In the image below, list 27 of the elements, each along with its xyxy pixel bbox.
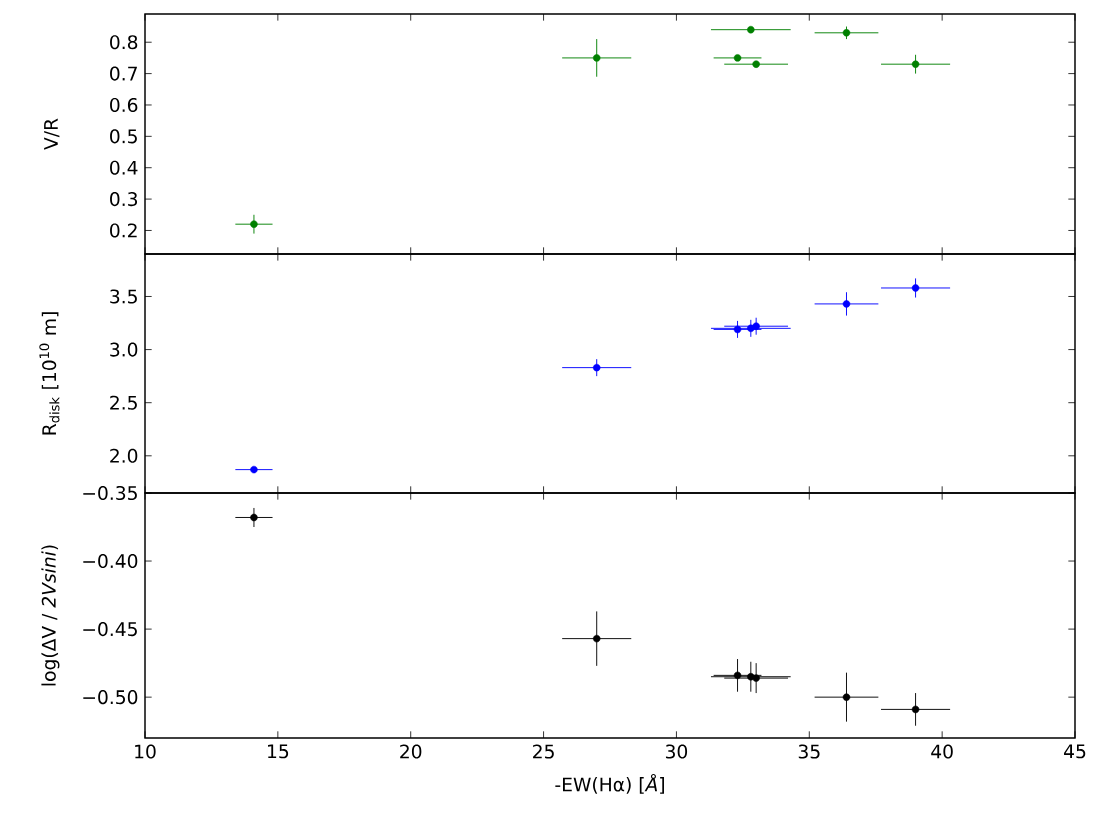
x-tick-label: 30 [665,744,688,759]
x-tick-label: 45 [1064,744,1086,759]
x-tick-label: 15 [268,744,289,759]
y-axis-title: V/R [44,118,60,150]
y-tick-label: 0.2 [110,223,137,238]
y-tick-label: 0.3 [110,192,138,207]
y-tick-label: −0.45 [83,622,137,637]
y-tick-label: −0.35 [83,485,137,501]
y-tick-label: 0.5 [110,129,137,144]
x-tick-label: 20 [400,744,422,759]
x-tick-label: 25 [533,744,554,759]
y-tick-label: 0.7 [110,66,137,81]
y-tick-label: 3.5 [110,289,137,304]
x-tick-label: 40 [931,744,953,759]
y-axis-title: log(ΔV / 2Vsini) [41,545,60,686]
y-tick-label: 3.0 [110,342,138,357]
y-tick-label: 2.0 [110,448,138,463]
y-tick-label: 2.5 [110,395,137,410]
y-tick-label: 0.6 [110,97,138,113]
x-tick-label: 10 [135,744,156,759]
y-tick-label: 0.4 [110,160,138,175]
y-tick-label: −0.40 [83,553,138,569]
x-axis-title: -EW(Hα) [Å] [555,773,664,794]
y-tick-label: 0.8 [110,35,138,50]
y-axis-title: R$_{disk}$ [10$^{10}$ m] [39,312,60,435]
x-tick-label: 35 [798,744,820,759]
y-tick-label: −0.50 [83,690,138,705]
